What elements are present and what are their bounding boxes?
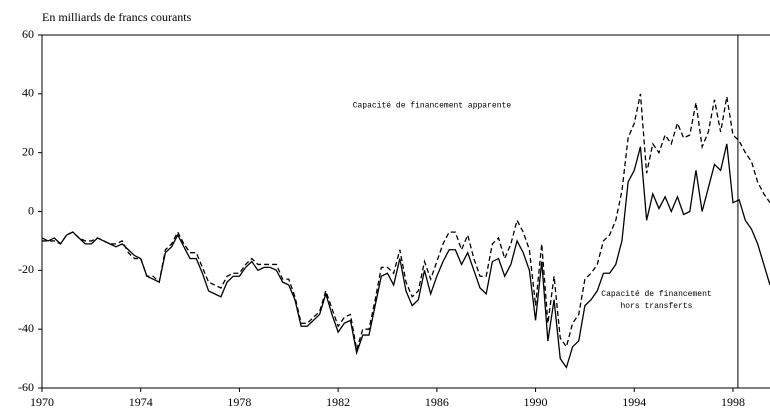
annotation-line: Capacité de financement apparente	[353, 102, 512, 111]
annotation: Capacité de financement hors transferts	[601, 290, 711, 311]
x-tick-label: 1990	[524, 395, 548, 409]
series-line	[41, 143, 770, 369]
y-tick-label: 0	[28, 203, 34, 217]
series-line	[42, 93, 770, 350]
y-tick-label: 40	[22, 86, 34, 100]
y-tick-label: -40	[18, 321, 34, 335]
y-tick-label: -60	[18, 380, 34, 394]
annotation-line: Capacité de financement	[601, 290, 711, 299]
x-tick-label: 1994	[622, 395, 646, 409]
y-tick-label: 60	[22, 27, 34, 41]
chart-title: En milliards de francs courants	[42, 10, 192, 24]
y-tick-label: -20	[18, 262, 34, 276]
annotation-line: hors transferts	[620, 302, 692, 311]
x-tick-label: 1998	[721, 395, 745, 409]
x-tick-label: 1970	[30, 395, 54, 409]
x-tick-label: 1982	[326, 395, 350, 409]
x-tick-label: 1974	[129, 395, 153, 409]
annotation: Capacité de financement apparente	[353, 102, 512, 111]
y-tick-label: 20	[22, 144, 34, 158]
x-tick-label: 1986	[425, 395, 449, 409]
x-tick-label: 1978	[227, 395, 251, 409]
